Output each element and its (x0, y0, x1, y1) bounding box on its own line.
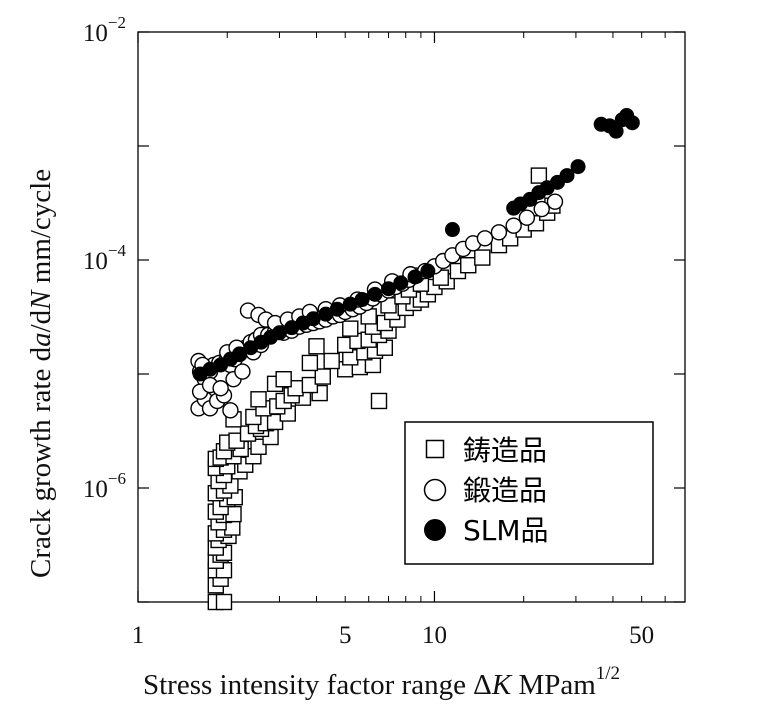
y-tick-base: 10 (83, 248, 108, 275)
point-circle-filled (624, 115, 640, 131)
series-2 (192, 108, 640, 382)
x-tick-label: 1 (132, 622, 145, 649)
y-axis-title-main: Crack growth rate d (25, 346, 57, 578)
point-circle-filled (559, 168, 575, 184)
y-tick-exponent: −6 (108, 469, 126, 488)
point-square (301, 376, 319, 394)
y-axis-title-N: N (25, 289, 57, 311)
legend-label-forged: 鍛造品 (463, 474, 547, 507)
point-circle-filled (354, 292, 370, 308)
y-axis-title-unit: mm/cycle (25, 169, 57, 291)
y-tick-exponent: −4 (108, 241, 127, 260)
point-square (275, 371, 292, 388)
point-circle-filled (381, 281, 397, 297)
point-circle-open (212, 380, 229, 397)
point-circle-filled (420, 263, 436, 279)
point-square (530, 167, 548, 184)
point-square (301, 354, 319, 372)
legend: 鋳造品 鍛造品 SLM品 (404, 421, 654, 565)
point-square (250, 438, 267, 455)
y-tick-base: 10 (83, 476, 108, 503)
point-circle-filled (444, 222, 460, 238)
point-circle-open (490, 224, 508, 241)
x-tick-labels: 1 5 10 50 (132, 622, 654, 649)
legend-marker-forged (423, 478, 447, 502)
y-axis-title-a: a (25, 332, 57, 347)
point-square (215, 593, 233, 611)
point-square (342, 320, 359, 337)
y-tick-exponent: −2 (108, 13, 126, 32)
data-points (190, 108, 640, 611)
point-circle-filled (393, 275, 409, 291)
legend-box (404, 421, 654, 565)
x-axis-title: Stress intensity factor range ΔK MPam1/2 (143, 663, 620, 701)
point-circle-open (476, 230, 494, 247)
axis-ticks (137, 31, 686, 603)
y-tick-label: 10−2 (83, 13, 126, 47)
y-axis-title: Crack growth rate da/dN mm/cycle (25, 169, 57, 578)
y-tick-labels: 10−210−410−6 (83, 13, 127, 503)
point-square (323, 352, 340, 370)
point-square (474, 249, 491, 266)
point-circle-open (546, 193, 564, 210)
x-tick-label: 5 (339, 622, 352, 649)
x-axis-title-main: Stress intensity factor range Δ (143, 669, 492, 701)
point-square (250, 391, 267, 408)
x-axis-title-italic: K (491, 669, 513, 701)
point-circle-open (505, 217, 522, 234)
point-circle-filled (305, 311, 321, 327)
y-tick-label: 10−4 (83, 241, 127, 275)
point-circle-filled (407, 269, 423, 285)
point-circle-filled (367, 286, 383, 302)
legend-label-cast: 鋳造品 (463, 434, 547, 467)
point-circle-open (518, 209, 536, 226)
x-tick-label: 50 (629, 622, 654, 649)
point-square (314, 368, 331, 385)
y-axis-title-mid: /d (25, 309, 57, 332)
y-tick-label: 10−6 (83, 469, 126, 503)
y-tick-base: 10 (83, 20, 108, 47)
point-circle-open (222, 402, 239, 419)
legend-marker-cast (425, 439, 445, 459)
x-axis-title-sup: 1/2 (596, 663, 620, 684)
point-square (460, 257, 477, 274)
x-tick-label: 10 (422, 622, 447, 649)
x-axis-title-unit: MPam (511, 669, 596, 701)
point-square (370, 392, 388, 410)
point-square (308, 338, 325, 355)
point-circle-filled (570, 159, 586, 175)
point-circle-filled (329, 301, 345, 317)
point-circle-open (234, 363, 251, 380)
legend-label-slm: SLM品 (463, 514, 549, 547)
point-circle-open (533, 200, 550, 218)
point-circle-filled (608, 123, 624, 139)
legend-marker-slm (424, 519, 446, 541)
